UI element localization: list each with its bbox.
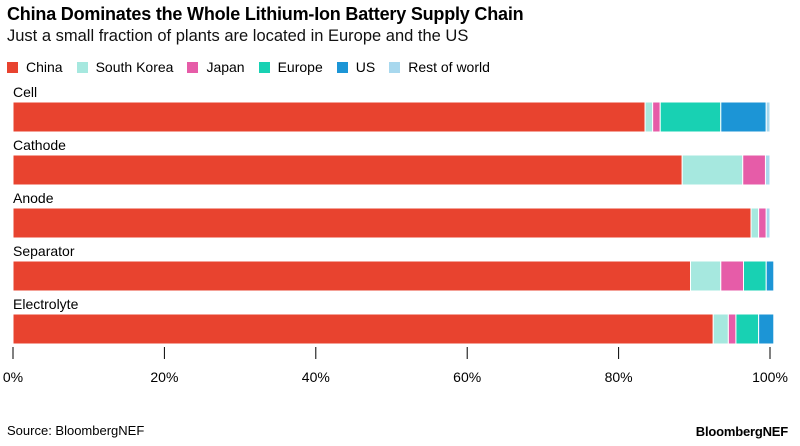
x-tick-label-60: 60% [453, 369, 481, 385]
bar-segment-separator-south-korea [690, 260, 722, 292]
bar-segment-anode-japan [758, 207, 767, 239]
legend-label: China [26, 59, 63, 75]
bar-segment-cathode-rest-of-world [764, 154, 771, 186]
bar-segment-separator-china [12, 260, 692, 292]
bar-segment-cell-japan [652, 101, 661, 133]
bar-segment-cell-us [720, 101, 767, 133]
legend-swatch [258, 61, 270, 73]
chart-legend: China South Korea Japan Europe US Rest of wor… [7, 57, 504, 77]
chart-title: China Dominates the Whole Lithium-Ion Ba… [7, 4, 524, 24]
bar-segment-cell-south-korea [644, 101, 654, 133]
legend-item-europe: Europe [258, 59, 323, 75]
x-tick-label-0: 0% [3, 369, 23, 385]
category-label-cell: Cell [13, 84, 37, 100]
legend-label: Europe [277, 59, 323, 75]
legend-item-us: US [336, 59, 376, 75]
legend-swatch [187, 61, 199, 73]
bar-segment-separator-japan [720, 260, 745, 292]
bar-segment-electrolyte-china [12, 313, 714, 345]
bar-segment-electrolyte-japan [727, 313, 737, 345]
legend-swatch [336, 61, 348, 73]
x-tick-label-20: 20% [150, 369, 178, 385]
bar-segment-electrolyte-south-korea [712, 313, 729, 345]
category-label-separator: Separator [13, 243, 75, 259]
x-tick-label-40: 40% [302, 369, 330, 385]
bar-segment-cell-china [12, 101, 646, 133]
legend-label: South Korea [95, 59, 174, 75]
bar-segment-separator-us [765, 260, 775, 292]
stacked-bar-chart: Cell Cathode Anode Separator Electrolyte 0% 20… [3, 84, 788, 385]
bar-segment-cell-europe [659, 101, 722, 133]
legend-swatch [389, 61, 401, 73]
category-label-electrolyte: Electrolyte [13, 296, 79, 312]
legend-item-south-korea: South Korea [76, 59, 174, 75]
x-tick-label-80: 80% [605, 369, 633, 385]
category-label-anode: Anode [13, 190, 54, 206]
legend-label: Rest of world [408, 59, 490, 75]
legend-label: US [355, 59, 376, 75]
chart-subtitle: Just a small fraction of plants are loca… [7, 27, 469, 45]
bar-segment-anode-rest-of-world [765, 207, 771, 239]
x-tick-label-100: 100% [752, 369, 788, 385]
bar-segment-cathode-japan [742, 154, 766, 186]
category-label-cathode: Cathode [13, 137, 66, 153]
legend-item-china: China [7, 59, 63, 75]
source-note: Source: BloombergNEF [7, 423, 145, 438]
legend-item-japan: Japan [187, 59, 245, 75]
bar-segment-separator-europe [743, 260, 767, 292]
bar-segment-cathode-china [12, 154, 683, 186]
legend-item-rest-of-world: Rest of world [389, 59, 490, 75]
bar-segment-electrolyte-europe [735, 313, 760, 345]
bar-segment-cell-rest-of-world [765, 101, 771, 133]
bar-segment-anode-south-korea [750, 207, 760, 239]
bar-segment-cathode-south-korea [681, 154, 744, 186]
legend-swatch [76, 61, 88, 73]
brand-logo: BloombergNEF [695, 424, 788, 439]
bar-segment-electrolyte-us [758, 313, 775, 345]
legend-swatch [7, 61, 18, 73]
bar-segment-anode-china [12, 207, 752, 239]
legend-label: Japan [206, 59, 245, 75]
